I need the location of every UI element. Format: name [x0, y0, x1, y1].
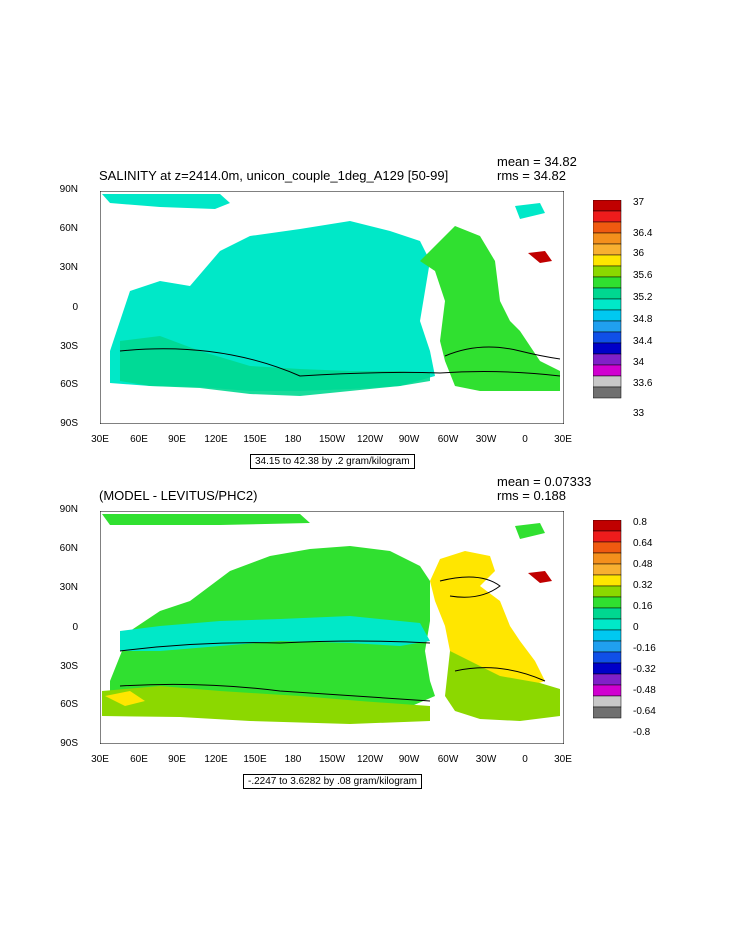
contour-info-box: -.2247 to 3.6282 by .08 gram/kilogram: [243, 774, 422, 789]
legend-label: 0.16: [633, 601, 653, 612]
lat-label: 90N: [59, 184, 78, 195]
lon-label: 30E: [554, 434, 572, 445]
lon-label: 90W: [398, 754, 420, 765]
panel-title: (MODEL - LEVITUS/PHC2): [99, 488, 258, 503]
legend-label: 34.8: [633, 314, 653, 325]
lon-label: 60W: [437, 434, 459, 445]
lon-label: 30W: [475, 434, 497, 445]
lat-label: 30S: [60, 661, 78, 672]
legend-label: 0.8: [633, 517, 647, 528]
mean-value: mean = 34.82: [497, 154, 577, 169]
lon-label: 120W: [356, 754, 384, 765]
lat-label: 60N: [59, 543, 78, 554]
legend-label: 34.4: [633, 336, 653, 347]
difference-map-canvas: [100, 511, 564, 744]
legend-label: 35.6: [633, 270, 653, 281]
lat-label: 0: [72, 622, 78, 633]
lon-label: 120W: [356, 434, 384, 445]
lon-label: 90E: [168, 434, 186, 445]
legend-label: -0.32: [633, 664, 656, 675]
lat-label: 90N: [59, 504, 78, 515]
legend-label: 0: [633, 622, 639, 633]
lon-label: 30W: [475, 754, 497, 765]
lon-label: 150W: [318, 754, 346, 765]
lat-label: 60S: [60, 379, 78, 390]
rms-value: rms = 34.82: [497, 168, 567, 183]
lon-label: 30E: [91, 434, 109, 445]
salinity-legend: [593, 200, 622, 399]
legend-label: 0.32: [633, 580, 653, 591]
lat-label: 90S: [60, 418, 78, 429]
lon-label: 150W: [318, 434, 346, 445]
salinity-map: [100, 191, 564, 424]
panel-title: SALINITY at z=2414.0m, unicon_couple_1de…: [99, 168, 449, 183]
legend-label: 34: [633, 357, 645, 368]
lat-label: 90S: [60, 738, 78, 749]
lon-label: 150E: [243, 754, 267, 765]
lon-label: 150E: [243, 434, 267, 445]
difference-panel: (MODEL - LEVITUS/PHC2) mean = 0.07333 rm…: [0, 470, 733, 790]
lon-label: 120E: [204, 434, 228, 445]
lon-label: 90W: [398, 434, 420, 445]
legend-label: 0.48: [633, 559, 653, 570]
lon-label: 0: [522, 434, 528, 445]
legend-label: 0.64: [633, 538, 653, 549]
legend-label: 33: [633, 408, 645, 419]
lat-label: 60S: [60, 699, 78, 710]
legend-label: -0.16: [633, 643, 656, 654]
lat-label: 0: [72, 302, 78, 313]
lon-label: 60E: [130, 434, 148, 445]
lat-label: 30S: [60, 341, 78, 352]
lon-label: 90E: [168, 754, 186, 765]
legend-label: -0.8: [633, 727, 651, 738]
lon-label: 60E: [130, 754, 148, 765]
legend-label: 33.6: [633, 378, 653, 389]
legend-label: 37: [633, 197, 645, 208]
lon-label: 180: [284, 754, 302, 765]
lon-label: 0: [522, 754, 528, 765]
legend-label: -0.48: [633, 685, 656, 696]
legend-label: 36: [633, 248, 645, 259]
mean-value: mean = 0.07333: [497, 474, 592, 489]
contour-info-box: 34.15 to 42.38 by .2 gram/kilogram: [250, 454, 415, 469]
legend-label: 35.2: [633, 292, 653, 303]
difference-map: [100, 511, 564, 744]
rms-value: rms = 0.188: [497, 488, 567, 503]
legend-label: 36.4: [633, 228, 653, 239]
lon-label: 60W: [437, 754, 459, 765]
salinity-panel: SALINITY at z=2414.0m, unicon_couple_1de…: [0, 150, 733, 470]
salinity-map-canvas: [100, 191, 564, 424]
lon-label: 180: [284, 434, 302, 445]
legend-label: -0.64: [633, 706, 656, 717]
lon-label: 30E: [91, 754, 109, 765]
lat-label: 30N: [59, 582, 78, 593]
lon-label: 120E: [204, 754, 228, 765]
difference-legend: [593, 520, 622, 719]
lon-label: 30E: [554, 754, 572, 765]
lat-label: 60N: [59, 223, 78, 234]
lat-label: 30N: [59, 262, 78, 273]
